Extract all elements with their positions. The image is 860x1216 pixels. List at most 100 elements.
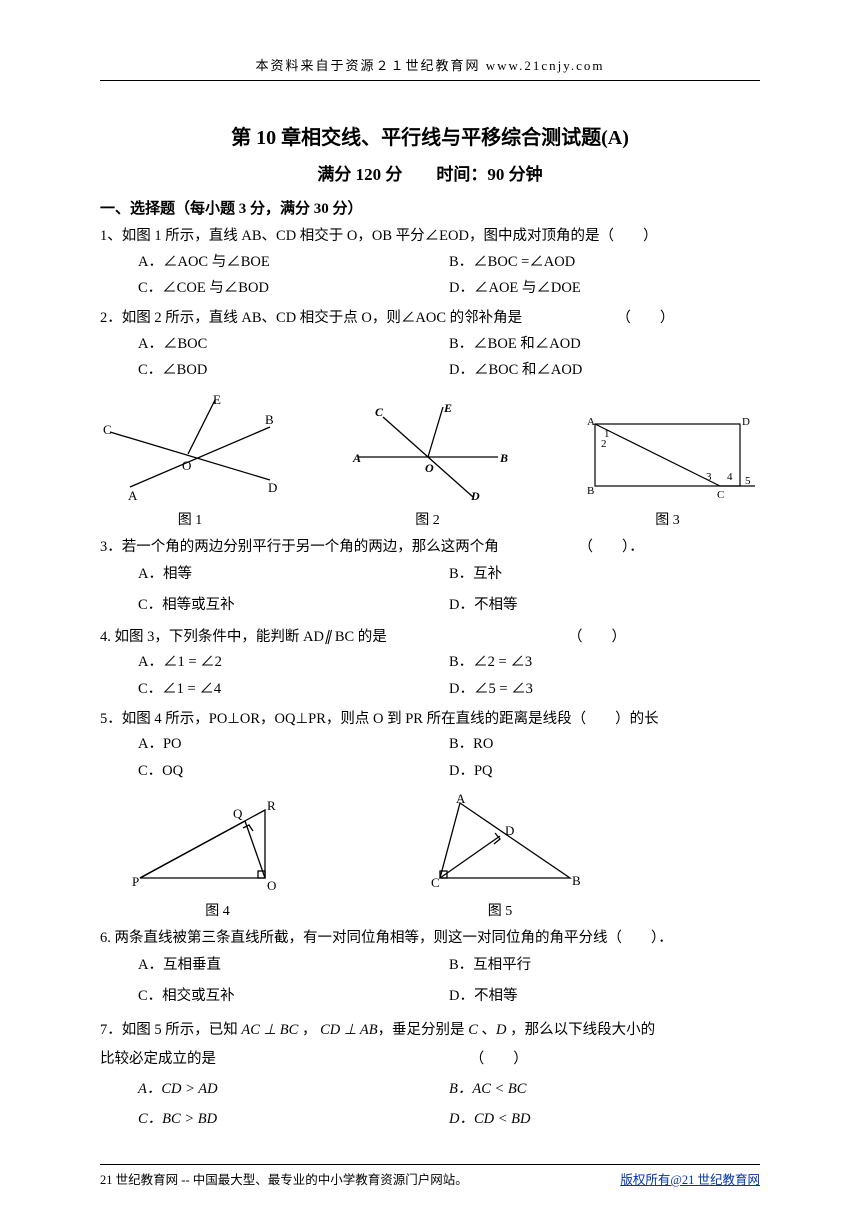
svg-text:B: B xyxy=(587,485,594,497)
q2-options: A．∠BOC B．∠BOE 和∠AOD C．∠BOD D．∠BOC 和∠AOD xyxy=(100,331,760,384)
svg-text:D: D xyxy=(742,416,750,428)
q4-stem-a: 4. 如图 3，下列条件中，能判断 AD xyxy=(100,629,324,645)
question-1: 1、如图 1 所示，直线 AB、CD 相交于 O，OB 平分∠EOD，图中成对顶… xyxy=(100,224,760,302)
q1-opt-d: D．∠AOE 与∠DOE xyxy=(449,275,760,302)
figure-3-svg: AD BC 12 3 45 xyxy=(575,412,760,502)
q1-stem: 1、如图 1 所示，直线 AB、CD 相交于 O，OB 平分∠EOD，图中成对顶… xyxy=(100,224,760,249)
svg-text:O: O xyxy=(425,461,434,475)
q3-opt-c: C．相等或互补 xyxy=(138,590,449,621)
q4-opt-c: C．∠1 = ∠4 xyxy=(138,676,449,703)
q2-opt-d: D．∠BOC 和∠AOD xyxy=(449,357,760,384)
svg-text:5: 5 xyxy=(745,475,751,487)
svg-text:E: E xyxy=(443,402,452,415)
q6-opt-c: C．相交或互补 xyxy=(138,981,449,1012)
q5-opt-b: B．RO xyxy=(449,731,760,758)
q2-opt-b: B．∠BOE 和∠AOD xyxy=(449,331,760,358)
q6-stem: 6. 两条直线被第三条直线所截，有一对同位角相等，则这一对同位角的角平分线（ ）… xyxy=(100,926,760,951)
svg-text:D: D xyxy=(470,489,480,502)
q4-options: A．∠1 = ∠2 B．∠2 = ∠3 C．∠1 = ∠4 D．∠5 = ∠3 xyxy=(100,649,760,702)
svg-text:A: A xyxy=(456,793,466,806)
q1-opt-a: A．∠AOC 与∠BOE xyxy=(138,249,449,276)
q7-options: A．CD > AD B．AC < BC C．BC > BD D．CD < BD xyxy=(100,1074,760,1135)
q3-opt-b: B．互补 xyxy=(449,559,760,590)
q7-D: D xyxy=(496,1022,506,1038)
svg-text:C: C xyxy=(103,422,112,437)
q2-opt-c: C．∠BOD xyxy=(138,357,449,384)
figure-3-caption: 图 3 xyxy=(575,509,760,529)
svg-text:C: C xyxy=(717,489,724,501)
svg-text:C: C xyxy=(375,405,384,419)
question-6: 6. 两条直线被第三条直线所截，有一对同位角相等，则这一对同位角的角平分线（ ）… xyxy=(100,926,760,1012)
q1-opt-c: C．∠COE 与∠BOD xyxy=(138,275,449,302)
q7-opt-a: A．CD > AD xyxy=(138,1074,449,1105)
divider-bottom xyxy=(100,1164,760,1165)
svg-text:B: B xyxy=(572,873,581,888)
footer-link[interactable]: 版权所有@21 世纪教育网 xyxy=(620,1169,760,1188)
q3-opt-d: D．不相等 xyxy=(449,590,760,621)
q6-opt-a: A．互相垂直 xyxy=(138,950,449,981)
svg-text:P: P xyxy=(132,874,139,889)
figure-2: A B C D E O 图 2 xyxy=(343,402,513,529)
figure-4: P O R Q 图 4 xyxy=(130,798,305,920)
svg-text:R: R xyxy=(267,798,276,813)
svg-text:D: D xyxy=(505,823,514,838)
svg-text:O: O xyxy=(267,878,276,893)
figure-row-2: PO RQ 图 4 AB CD 图 5 xyxy=(100,793,760,920)
q7-stem-line2: 比较必定成立的是 （ ） xyxy=(100,1045,760,1074)
figure-1-svg: A B C D E O xyxy=(100,392,280,502)
page-footer: 21 世纪教育网 -- 中国最大型、最专业的中小学教育资源门户网站。 版权所有@… xyxy=(100,1164,760,1188)
q4-stem: 4. 如图 3，下列条件中，能判断 AD∥ BC 的是 （ ） xyxy=(100,625,760,650)
q3-options: A．相等 B．互补 C．相等或互补 D．不相等 xyxy=(100,559,760,620)
q7-s1: 7．如图 5 所示，已知 xyxy=(100,1022,241,1038)
figure-5-svg: AB CD xyxy=(415,793,585,893)
svg-text:B: B xyxy=(499,451,508,465)
q4-opt-b: B．∠2 = ∠3 xyxy=(449,649,760,676)
q5-opt-a: A．PO xyxy=(138,731,449,758)
question-2: 2．如图 2 所示，直线 AB、CD 相交于点 O，则∠AOC 的邻补角是 （ … xyxy=(100,306,760,384)
figure-5-caption: 图 5 xyxy=(415,900,585,920)
q6-opt-b: B．互相平行 xyxy=(449,950,760,981)
footer-left: 21 世纪教育网 -- 中国最大型、最专业的中小学教育资源门户网站。 xyxy=(100,1169,468,1188)
svg-text:4: 4 xyxy=(727,471,733,483)
figure-1: A B C D E O 图 1 xyxy=(100,392,280,529)
svg-text:B: B xyxy=(265,412,274,427)
q7-mid: ， xyxy=(298,1022,320,1038)
q2-opt-a: A．∠BOC xyxy=(138,331,449,358)
figure-4-caption: 图 4 xyxy=(130,900,305,920)
q7-s2: ，垂足分别是 xyxy=(378,1022,469,1038)
figure-2-caption: 图 2 xyxy=(343,509,513,529)
svg-text:A: A xyxy=(352,451,361,465)
svg-text:2: 2 xyxy=(601,438,607,450)
figure-row-1: A B C D E O 图 1 A B C D E O 图 2 xyxy=(100,392,760,529)
q7-opt-d: D．CD < BD xyxy=(449,1104,760,1135)
q7-opt-b: B．AC < BC xyxy=(449,1074,760,1105)
question-3: 3．若一个角的两边分别平行于另一个角的两边，那么这两个角 （ ）． A．相等 B… xyxy=(100,535,760,621)
q7-comma: 、 xyxy=(478,1022,496,1038)
q1-options: A．∠AOC 与∠BOE B．∠BOC =∠AOD C．∠COE 与∠BOD D… xyxy=(100,249,760,302)
svg-text:E: E xyxy=(213,392,221,407)
svg-text:Q: Q xyxy=(233,806,243,821)
q5-stem: 5．如图 4 所示，PO⊥OR，OQ⊥PR，则点 O 到 PR 所在直线的距离是… xyxy=(100,707,760,732)
figure-2-svg: A B C D E O xyxy=(343,402,513,502)
svg-text:3: 3 xyxy=(706,471,712,483)
page-subtitle: 满分 120 分 时间：90 分钟 xyxy=(100,160,760,185)
q5-options: A．PO B．RO C．OQ D．PQ xyxy=(100,731,760,784)
figure-1-caption: 图 1 xyxy=(100,509,280,529)
svg-text:D: D xyxy=(268,480,277,495)
q4-opt-d: D．∠5 = ∠3 xyxy=(449,676,760,703)
svg-text:A: A xyxy=(128,488,138,502)
figure-5: AB CD 图 5 xyxy=(415,793,585,920)
q7-stem: 7．如图 5 所示，已知 AC ⊥ BC ， CD ⊥ AB，垂足分别是 C 、… xyxy=(100,1016,760,1045)
page-title: 第 10 章相交线、平行线与平移综合测试题(A) xyxy=(100,121,760,150)
q7-s3: ，那么以下线段大小的 xyxy=(506,1022,655,1038)
q7-acbc: AC ⊥ BC xyxy=(241,1022,298,1038)
svg-text:O: O xyxy=(182,458,191,473)
q3-opt-a: A．相等 xyxy=(138,559,449,590)
figure-3: AD BC 12 3 45 图 3 xyxy=(575,412,760,529)
divider-top xyxy=(100,80,760,81)
section-1-heading: 一、选择题（每小题 3 分，满分 30 分） xyxy=(100,197,760,218)
q1-opt-b: B．∠BOC =∠AOD xyxy=(449,249,760,276)
q7-C: C xyxy=(468,1022,478,1038)
q3-stem: 3．若一个角的两边分别平行于另一个角的两边，那么这两个角 （ ）． xyxy=(100,535,760,560)
question-4: 4. 如图 3，下列条件中，能判断 AD∥ BC 的是 （ ） A．∠1 = ∠… xyxy=(100,625,760,703)
